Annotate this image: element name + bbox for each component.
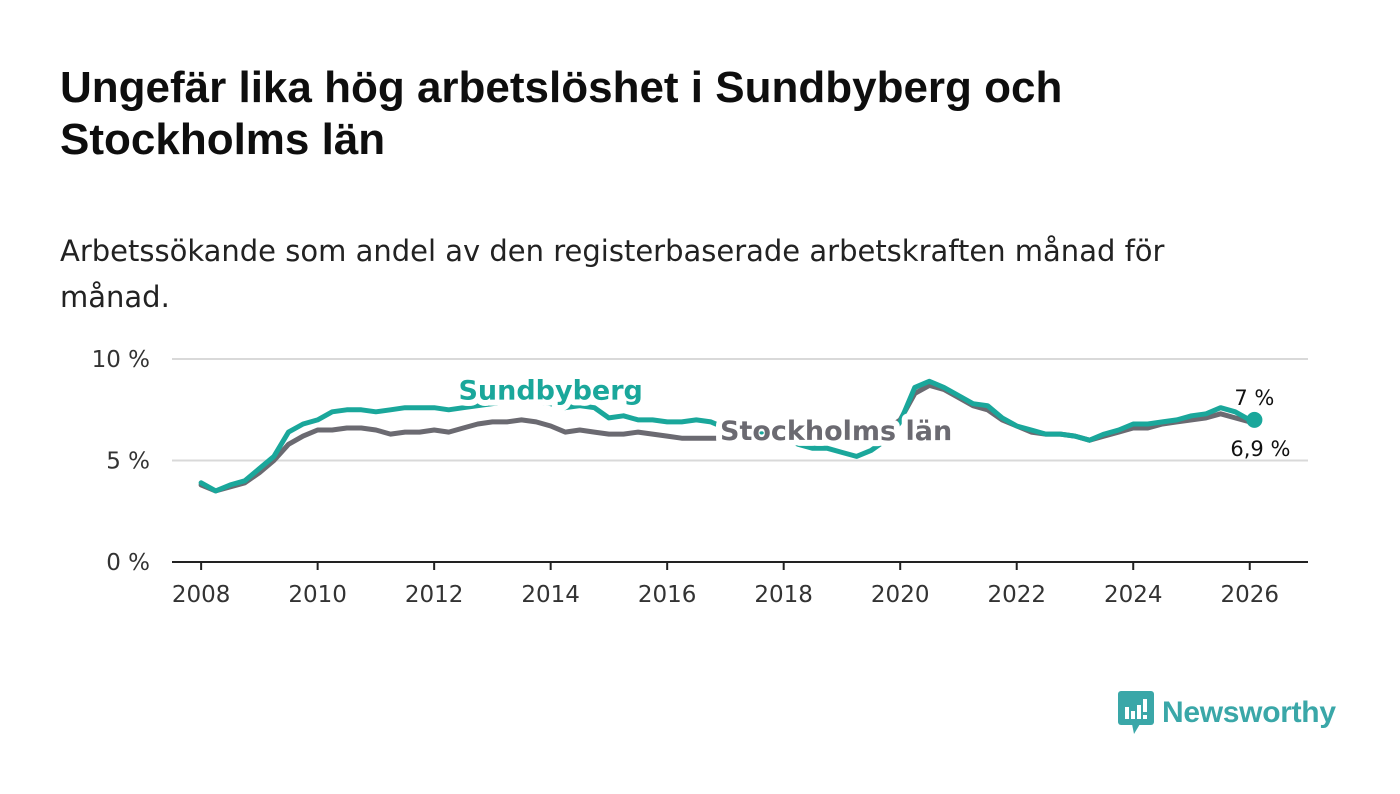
x-tick-label: 2022: [987, 582, 1046, 608]
page-subtitle: Arbetssökande som andel av den registerb…: [60, 234, 1165, 314]
x-tick-label: 2024: [1104, 582, 1163, 608]
x-tick-label: 2016: [638, 582, 697, 608]
series-label-halo: Stockholms län: [720, 416, 952, 447]
series-label: Sundbyberg: [458, 376, 642, 407]
end-value-label-stockholms-lan: 6,9 %: [1230, 437, 1290, 461]
x-tick-label: 2018: [754, 582, 813, 608]
series-label: Stockholms län: [720, 416, 952, 447]
y-tick-label: 5 %: [106, 449, 150, 475]
x-tick-label: 2020: [871, 582, 930, 608]
brand-name: Newsworthy: [1162, 696, 1336, 729]
page-title: Ungefär lika hög arbetslöshet i Sundbybe…: [60, 63, 1063, 164]
brand: Newsworthy: [1118, 690, 1336, 736]
x-tick-label: 2014: [521, 582, 580, 608]
end-point-marker: [1246, 411, 1263, 428]
y-tick-label: 0 %: [106, 550, 150, 576]
newsworthy-logo-icon: [1118, 691, 1154, 734]
x-tick-label: 2026: [1220, 582, 1279, 608]
y-tick-label: 10 %: [92, 347, 150, 373]
x-tick-label: 2012: [405, 582, 464, 608]
series-label-halo: Sundbyberg: [458, 376, 642, 407]
series-line-sundbyberg: [198, 378, 1257, 494]
end-value-label-sundbyberg: 7 %: [1234, 386, 1274, 410]
x-tick-label: 2010: [288, 582, 347, 608]
x-tick-label: 2008: [172, 582, 231, 608]
